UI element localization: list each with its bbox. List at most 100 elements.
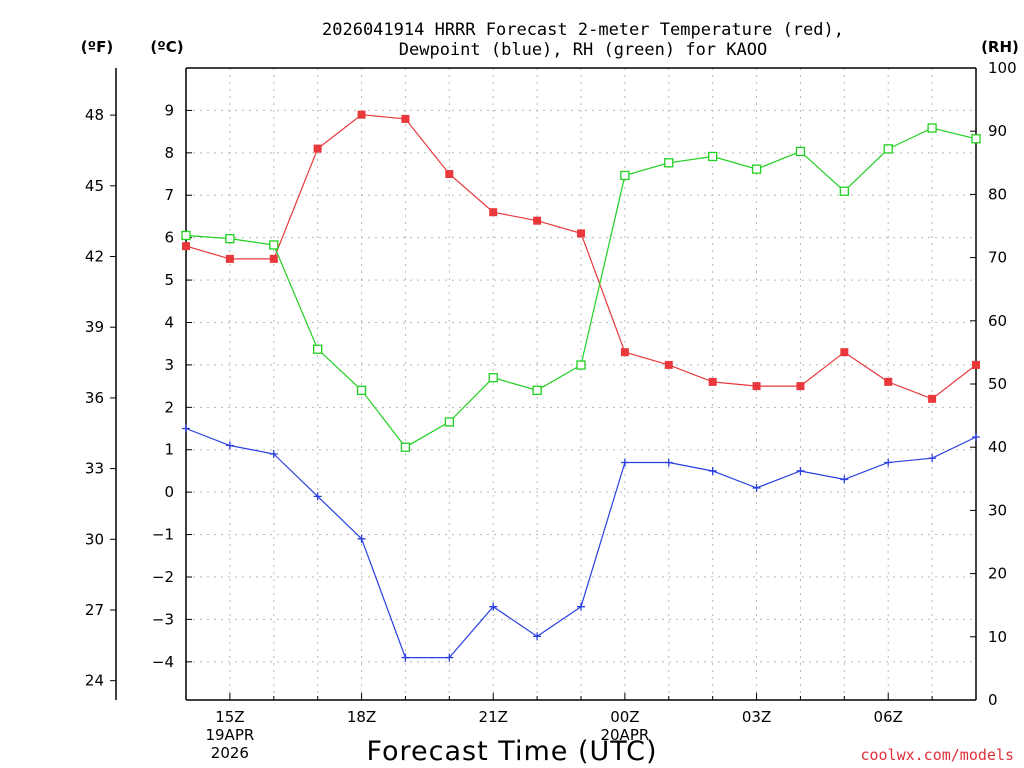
rh-point	[927, 123, 937, 133]
temperature-point	[182, 242, 190, 251]
dewpoint-point	[489, 602, 498, 611]
series-rh	[181, 123, 981, 452]
dewpoint-point	[928, 454, 937, 463]
fahrenheit-unit-label: (ºF)	[81, 38, 113, 56]
temperature-point	[620, 348, 629, 357]
celsius-tick-label: −1	[152, 526, 174, 544]
celsius-tick-label: 3	[164, 356, 174, 374]
temperature-point	[445, 170, 454, 179]
rh-tick-label: 0	[988, 691, 998, 709]
x-tick-label: 19APR	[205, 726, 254, 744]
rh-tick-label: 90	[988, 122, 1007, 140]
celsius-tick-label: 9	[164, 101, 174, 119]
series-dewpoint	[182, 424, 980, 662]
temperature-point	[928, 394, 937, 403]
rh-tick-label: 50	[988, 375, 1007, 393]
dewpoint-point	[269, 449, 278, 458]
rh-tick-label: 30	[988, 501, 1007, 519]
rh-tick-label: 80	[988, 185, 1007, 203]
dewpoint-point	[313, 492, 322, 501]
rh-point	[181, 230, 191, 241]
rh-point	[795, 146, 806, 157]
dewpoint-point	[533, 632, 542, 641]
chart-title: 2026041914 HRRR Forecast 2-meter Tempera…	[322, 20, 844, 40]
dewpoint-point	[401, 653, 410, 662]
x-axis-label: Forecast Time (UTC)	[366, 736, 657, 767]
temperature-point	[708, 377, 717, 386]
rh-tick-label: 10	[988, 628, 1007, 646]
celsius-tick-label: 4	[164, 313, 174, 331]
temperature-point	[577, 229, 585, 238]
rh-point	[269, 240, 279, 250]
rh-point	[664, 158, 674, 168]
rh-point	[751, 164, 762, 174]
celsius-tick-label: −4	[152, 653, 174, 671]
temperature-point	[664, 360, 673, 369]
celsius-tick-label: 2	[164, 398, 174, 416]
temperature-point	[269, 254, 278, 263]
rh-point	[225, 233, 235, 244]
rh-point	[400, 442, 411, 452]
rh-point	[708, 151, 718, 162]
x-tick-label: 20APR	[600, 726, 649, 744]
rh-unit-label: (RH)	[981, 38, 1019, 56]
dewpoint-point	[884, 458, 893, 467]
dewpoint-point	[972, 433, 980, 442]
series-line-dewpoint	[185, 427, 977, 659]
temperature-point	[489, 208, 498, 217]
fahrenheit-tick-label: 24	[85, 672, 104, 690]
dewpoint-point	[357, 534, 366, 543]
temperature-point	[357, 110, 366, 119]
dewpoint-point	[796, 466, 805, 475]
axes: −4−3−2−101234567892427303336394245480102…	[85, 59, 1017, 762]
rh-point	[313, 344, 323, 354]
rh-point	[971, 134, 981, 144]
temperature-point	[972, 360, 980, 369]
dewpoint-point	[445, 653, 454, 662]
rh-tick-label: 20	[988, 565, 1007, 583]
temperature-point	[401, 114, 410, 123]
celsius-tick-label: 6	[164, 229, 174, 247]
fahrenheit-tick-label: 45	[85, 177, 104, 195]
dewpoint-point	[577, 602, 585, 611]
celsius-tick-label: 8	[164, 144, 174, 162]
rh-point	[620, 170, 630, 181]
dewpoint-point	[620, 458, 629, 467]
celsius-tick-label: 5	[164, 271, 174, 289]
series-temperature	[182, 110, 980, 403]
x-tick-label: 2026	[211, 744, 249, 762]
fahrenheit-tick-label: 39	[85, 318, 104, 336]
fahrenheit-tick-label: 42	[85, 248, 104, 266]
dewpoint-point	[840, 475, 849, 484]
rh-point	[444, 417, 454, 427]
x-tick-label: 15Z	[215, 708, 244, 726]
x-tick-label: 21Z	[479, 708, 508, 726]
celsius-tick-label: 0	[164, 483, 174, 501]
celsius-tick-label: 7	[164, 186, 174, 204]
dewpoint-point	[752, 483, 761, 492]
dewpoint-point	[225, 441, 234, 450]
fahrenheit-tick-label: 27	[85, 601, 104, 619]
temperature-point	[225, 254, 234, 263]
fahrenheit-tick-label: 36	[85, 389, 104, 407]
chart-title-line2: Dewpoint (blue), RH (green) for KAOO	[399, 40, 767, 60]
x-tick-label: 06Z	[874, 708, 903, 726]
rh-tick-label: 70	[988, 249, 1007, 267]
dewpoint-point	[182, 424, 190, 433]
celsius-tick-label: −3	[152, 610, 174, 628]
dewpoint-point	[664, 458, 673, 467]
celsius-unit-label: (ºC)	[150, 38, 183, 56]
data-series	[181, 110, 981, 662]
temperature-point	[752, 382, 761, 391]
x-tick-label: 00Z	[610, 708, 639, 726]
fahrenheit-tick-label: 30	[85, 530, 104, 548]
rh-point	[576, 360, 586, 370]
celsius-tick-label: −2	[152, 568, 174, 586]
dewpoint-point	[708, 466, 717, 475]
rh-point	[532, 385, 542, 395]
x-tick-label: 18Z	[347, 708, 376, 726]
credit-label: coolwx.com/models	[860, 746, 1014, 764]
temperature-point	[884, 377, 893, 386]
fahrenheit-tick-label: 48	[85, 106, 104, 124]
